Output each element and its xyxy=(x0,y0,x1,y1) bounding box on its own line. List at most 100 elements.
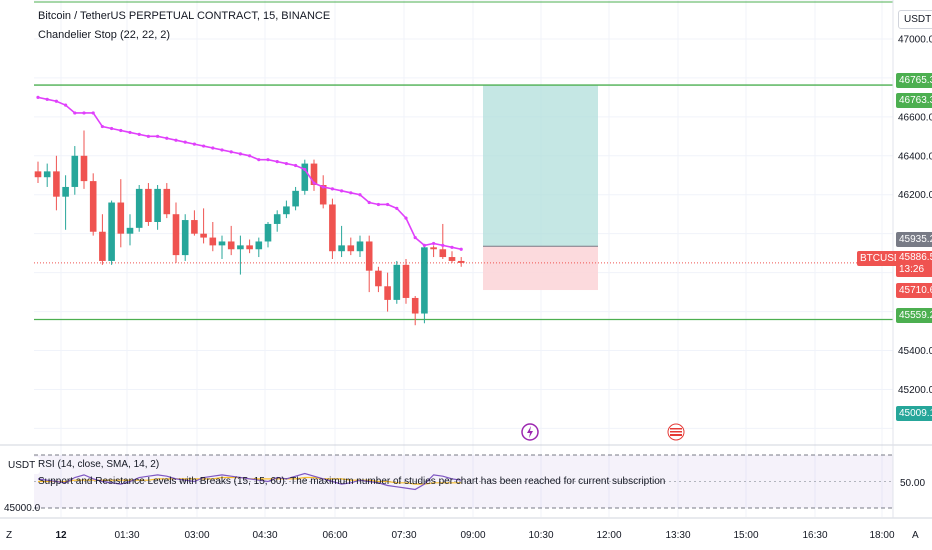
candle-body xyxy=(99,231,106,261)
auto-scale-corner[interactable]: A xyxy=(912,530,919,541)
candle-body xyxy=(448,257,456,261)
candle-body xyxy=(393,264,401,300)
current-price-label: 45886.5 13:26 xyxy=(896,251,932,277)
chandelier-point xyxy=(220,148,224,152)
chandelier-point xyxy=(294,163,298,168)
pane-left-price: 45000.0 xyxy=(4,503,41,514)
chandelier-stop-line xyxy=(36,95,463,251)
y-tick-label: 45400.0 xyxy=(898,346,932,357)
candle-body xyxy=(283,206,290,215)
chandelier-point xyxy=(330,187,334,191)
price-axis[interactable]: 47000.046800.046600.046400.046200.045400… xyxy=(898,34,932,396)
candle-body xyxy=(430,247,437,250)
chandelier-point xyxy=(183,140,187,144)
lightning-icon xyxy=(527,426,533,438)
sr-study-title: Support and Resistance Levels with Break… xyxy=(38,476,666,487)
event-icons[interactable] xyxy=(521,423,685,441)
candle-body xyxy=(384,286,391,300)
chandelier-point xyxy=(128,130,132,135)
candle-body xyxy=(80,155,88,182)
chandelier-polyline xyxy=(37,96,462,251)
candle-body xyxy=(71,155,79,187)
current-price-value: 45886.5 xyxy=(899,252,932,263)
chandelier-point xyxy=(73,111,77,115)
candle-body xyxy=(338,245,345,252)
x-tick-label: 15:00 xyxy=(733,530,758,541)
pane-currency-button[interactable]: USDT xyxy=(3,457,41,474)
chandelier-point xyxy=(404,216,408,220)
chandelier-point xyxy=(441,243,445,247)
chandelier-point xyxy=(321,185,325,189)
flag-stripe xyxy=(670,432,682,434)
candle-body xyxy=(301,163,309,191)
chandelier-point xyxy=(358,193,362,197)
price-label-level-a: 45935.2 xyxy=(896,232,932,247)
x-tick-label: 12 xyxy=(55,530,67,541)
x-tick-label: 10:30 xyxy=(528,530,553,541)
candle-body xyxy=(34,171,42,178)
candle-body xyxy=(62,186,69,197)
candle-body xyxy=(246,245,253,250)
x-tick-label: 09:00 xyxy=(460,530,485,541)
candle-body xyxy=(218,241,226,246)
x-tick-label: 03:00 xyxy=(184,530,209,541)
indicator-title[interactable]: Chandelier Stop (22, 22, 2) xyxy=(38,29,171,41)
flag-stripe xyxy=(670,429,682,431)
chandelier-point xyxy=(422,243,426,247)
price-label-upper-b: 46763.3 xyxy=(896,93,932,108)
chandelier-point xyxy=(36,95,40,99)
chandelier-point xyxy=(257,158,261,162)
chandelier-point xyxy=(100,124,104,129)
rsi-title[interactable]: RSI (14, close, SMA, 14, 2) xyxy=(38,459,160,470)
price-label-upper-a: 46765.3 xyxy=(896,73,932,88)
candle-body xyxy=(126,227,134,234)
chandelier-point xyxy=(349,191,353,195)
time-axis[interactable]: 12 01:30 03:00 04:30 06:00 07:30 09:00 10:30 12:… xyxy=(55,530,895,541)
x-tick-label: 01:30 xyxy=(114,530,139,541)
candle-body xyxy=(237,245,244,250)
chandelier-point xyxy=(137,132,141,136)
y-tick-label: 46400.0 xyxy=(898,151,932,162)
candle-body xyxy=(163,188,171,215)
y-tick-label: 46600.0 xyxy=(898,112,932,123)
candle-body xyxy=(402,264,410,298)
chandelier-point xyxy=(211,146,215,150)
timezone-corner[interactable]: Z xyxy=(6,530,13,541)
chandelier-point xyxy=(303,167,307,172)
x-tick-label: 06:00 xyxy=(322,530,347,541)
candle-body xyxy=(191,220,198,234)
chandelier-point xyxy=(450,245,454,249)
position-zones[interactable] xyxy=(483,85,598,291)
chandelier-point xyxy=(312,181,316,185)
level-lines[interactable] xyxy=(34,1,893,321)
chandelier-point xyxy=(432,241,436,246)
candle-body xyxy=(439,249,447,258)
chandelier-point xyxy=(340,189,344,193)
chandelier-point xyxy=(119,128,123,133)
candle-body xyxy=(356,241,364,252)
rsi-level-label: 50.00 xyxy=(900,478,926,489)
candle-body xyxy=(43,171,51,178)
x-tick-label: 18:00 xyxy=(869,530,894,541)
candle-body xyxy=(181,220,189,256)
chandelier-point xyxy=(174,138,178,142)
candle-body xyxy=(89,181,97,232)
candles xyxy=(34,130,465,326)
chandelier-point xyxy=(238,152,242,156)
currency-button[interactable]: USDT xyxy=(898,10,932,29)
chandelier-point xyxy=(202,144,206,148)
candle-body xyxy=(200,233,207,238)
candle-body xyxy=(227,241,235,250)
x-tick-label: 04:30 xyxy=(252,530,277,541)
chandelier-point xyxy=(367,200,371,205)
y-tick-label: 47000.0 xyxy=(898,34,932,45)
chandelier-point xyxy=(91,111,95,115)
target-zone xyxy=(483,85,598,247)
y-tick-label: 46200.0 xyxy=(898,190,932,201)
chandelier-point xyxy=(82,111,86,115)
flag-icon xyxy=(670,428,682,436)
chandelier-point xyxy=(266,158,270,162)
chart-title[interactable]: Bitcoin / TetherUS PERPETUAL CONTRACT, 1… xyxy=(38,10,331,22)
candle-body xyxy=(255,241,263,250)
